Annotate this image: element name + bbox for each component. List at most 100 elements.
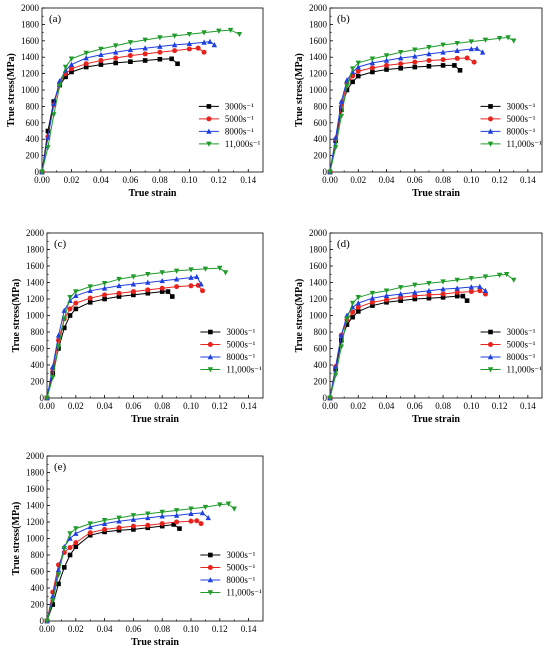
data-point <box>195 45 201 51</box>
data-point <box>482 37 489 43</box>
y-tick-label: 1200 <box>21 69 40 79</box>
data-point <box>87 287 93 294</box>
y-tick-label: 1000 <box>309 311 328 321</box>
data-point <box>188 267 194 273</box>
y-axis-title: True stress(MPa) <box>11 279 22 353</box>
data-point <box>479 49 486 55</box>
y-tick-label: 600 <box>314 118 328 128</box>
y-tick-label: 0 <box>323 167 328 177</box>
data-point <box>68 66 74 72</box>
data-point <box>496 272 503 278</box>
data-point <box>50 598 56 604</box>
data-point <box>426 295 432 301</box>
panel-label: (c) <box>54 238 67 250</box>
data-point <box>477 288 483 294</box>
x-axis-title: True strain <box>129 188 177 199</box>
y-tick-label: 400 <box>31 360 45 370</box>
y-tick-label: 1200 <box>309 69 328 79</box>
data-point <box>412 296 418 302</box>
data-point <box>468 39 475 45</box>
data-point <box>145 290 151 296</box>
x-tick-label: 0.10 <box>463 401 479 411</box>
data-point <box>201 49 207 55</box>
data-point <box>202 266 209 272</box>
data-point <box>62 64 69 70</box>
data-point <box>50 363 56 369</box>
data-point <box>440 279 446 285</box>
y-tick-label: 1400 <box>21 52 40 62</box>
data-point <box>130 274 137 280</box>
y-tick-label: 600 <box>26 118 40 128</box>
data-point <box>130 513 137 519</box>
legend-marker <box>206 141 212 147</box>
data-point <box>73 544 79 550</box>
x-tick-label: 0.06 <box>407 401 423 411</box>
data-point <box>98 62 104 67</box>
data-point <box>157 49 163 55</box>
data-point <box>205 514 211 521</box>
data-point <box>349 300 356 307</box>
data-point <box>369 295 376 301</box>
data-point <box>482 274 489 280</box>
data-point <box>61 546 67 552</box>
x-tick-label: 0.08 <box>154 624 170 634</box>
y-tick-label: 200 <box>314 151 328 161</box>
y-tick-label: 600 <box>314 344 328 354</box>
legend-marker <box>207 354 214 360</box>
legend-marker <box>488 104 493 109</box>
panel-label: (a) <box>49 13 62 25</box>
data-point <box>384 297 390 303</box>
data-point <box>55 344 62 350</box>
data-point <box>68 56 75 62</box>
data-point <box>426 57 432 63</box>
legend: 3000s⁻¹ 5000s⁻¹ 8000s⁻¹ 11,000s⁻¹ <box>198 101 261 149</box>
legend-label: 11,000s⁻¹ <box>507 365 543 375</box>
data-point <box>457 68 463 73</box>
x-tick-label: 0.10 <box>181 175 197 185</box>
x-tick-label: 0.04 <box>93 175 109 185</box>
data-point <box>116 290 122 296</box>
data-point <box>350 309 356 315</box>
data-point <box>101 285 108 291</box>
data-point <box>440 49 446 55</box>
data-point <box>222 270 229 276</box>
data-point <box>102 296 107 302</box>
data-point <box>145 511 151 517</box>
series-4 <box>44 265 229 401</box>
data-point <box>131 292 136 298</box>
data-point <box>56 581 61 587</box>
data-point <box>61 316 67 322</box>
y-tick-label: 400 <box>31 583 45 593</box>
y-tick-label: 400 <box>314 134 328 144</box>
data-point <box>145 522 151 528</box>
data-point <box>200 288 206 294</box>
data-point <box>227 27 234 34</box>
data-point <box>45 145 51 151</box>
y-tick-label: 0 <box>323 393 328 403</box>
x-tick-label: 0.00 <box>34 175 50 185</box>
data-point <box>130 289 136 295</box>
data-point <box>454 55 460 61</box>
data-point <box>73 300 79 306</box>
data-point <box>186 31 193 38</box>
series-1 <box>327 293 470 401</box>
data-point <box>355 60 361 66</box>
data-point <box>142 45 148 51</box>
data-point <box>171 522 177 527</box>
data-point <box>355 295 361 301</box>
legend-label: 8000s⁻¹ <box>507 126 536 136</box>
data-point <box>511 277 517 283</box>
data-point <box>83 55 89 61</box>
data-point <box>369 290 376 297</box>
legend-label: 11,000s⁻¹ <box>225 139 261 149</box>
data-point <box>174 519 180 525</box>
series-line <box>329 290 486 399</box>
y-tick-label: 1600 <box>309 261 328 271</box>
data-point <box>198 521 204 527</box>
data-point <box>116 515 122 521</box>
y-tick-label: 400 <box>26 134 40 144</box>
data-point <box>145 287 151 293</box>
data-point <box>201 30 207 36</box>
data-point <box>412 282 418 288</box>
